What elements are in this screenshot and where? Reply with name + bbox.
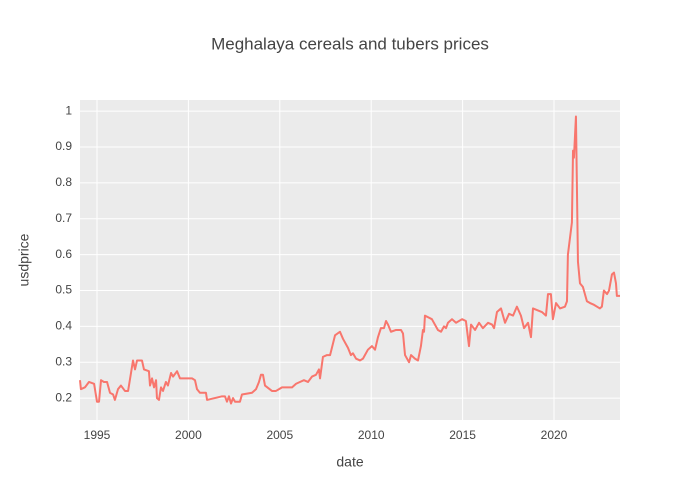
x-tick-label: 2020 [541,428,568,442]
y-tick-label: 0.9 [55,139,72,153]
x-axis-label: date [336,454,363,470]
x-tick-label: 1995 [84,428,111,442]
y-tick-label: 0.8 [55,175,72,189]
y-tick-label: 0.6 [55,247,72,261]
y-tick-label: 1 [65,103,72,117]
y-tick-label: 0.3 [55,354,72,368]
y-axis-label: usdprice [16,233,32,286]
y-tick-label: 0.7 [55,211,72,225]
data-line [79,115,620,405]
x-tick-label: 2005 [266,428,293,442]
y-tick-label: 0.4 [55,319,72,333]
x-tick-label: 2000 [175,428,202,442]
plot-area [80,100,620,420]
y-tick-label: 0.2 [55,390,72,404]
x-tick-label: 2015 [449,428,476,442]
y-tick-label: 0.5 [55,283,72,297]
chart-title: Meghalaya cereals and tubers prices [211,34,489,53]
x-tick-label: 2010 [358,428,385,442]
